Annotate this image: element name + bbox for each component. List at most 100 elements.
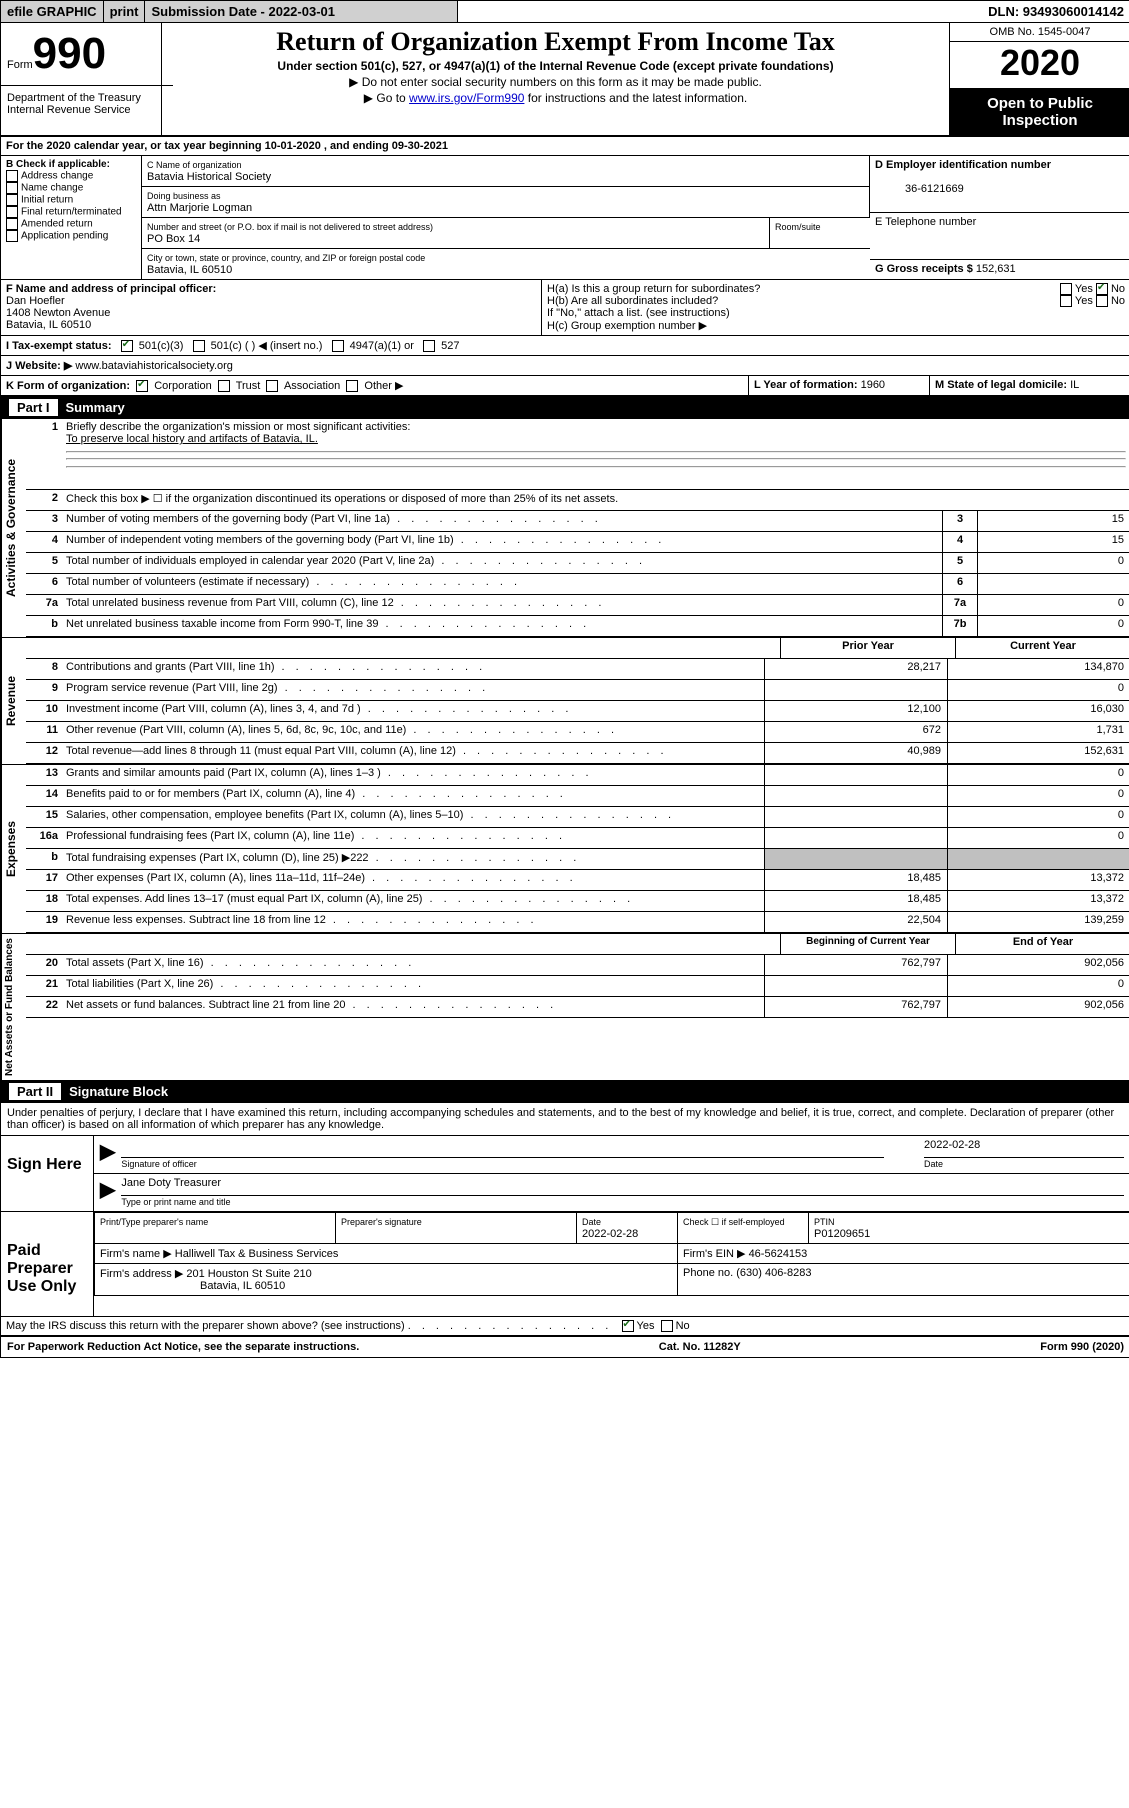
discuss-no[interactable] <box>661 1320 673 1332</box>
irs-link[interactable]: www.irs.gov/Form990 <box>409 91 524 105</box>
net-line-20: 20 Total assets (Part X, line 16) 762,79… <box>26 955 1129 976</box>
i-501c[interactable] <box>193 340 205 352</box>
form-title: Return of Organization Exempt From Incom… <box>166 27 945 57</box>
print-button[interactable]: print <box>104 1 146 22</box>
hb-yes[interactable] <box>1060 295 1072 307</box>
i-527[interactable] <box>423 340 435 352</box>
exp-line-16a: 16a Professional fundraising fees (Part … <box>26 828 1129 849</box>
vlabel-netassets: Net Assets or Fund Balances <box>1 934 26 1080</box>
paid-preparer-block: Paid Preparer Use Only Print/Type prepar… <box>1 1212 1129 1317</box>
dept-treasury: Department of the Treasury Internal Reve… <box>1 86 161 122</box>
title-block: Return of Organization Exempt From Incom… <box>162 23 949 135</box>
exp-line-13: 13 Grants and similar amounts paid (Part… <box>26 765 1129 786</box>
box-f: F Name and address of principal officer:… <box>1 280 542 335</box>
bcdeg-block: B Check if applicable: Address change Na… <box>1 156 1129 280</box>
tax-year: 2020 <box>950 42 1129 89</box>
gov-line-7b: b Net unrelated business taxable income … <box>26 616 1129 637</box>
org-name: Batavia Historical Society <box>147 171 271 183</box>
preparer-table: Print/Type preparer's name Preparer's si… <box>94 1212 1129 1296</box>
ptin: P01209651 <box>814 1228 870 1240</box>
section-expenses: Expenses 13 Grants and similar amounts p… <box>1 764 1129 933</box>
subtitle-3: ▶ Go to www.irs.gov/Form990 for instruct… <box>166 91 945 105</box>
omb-number: OMB No. 1545-0047 <box>950 23 1129 42</box>
checkbox-initial[interactable] <box>6 194 18 206</box>
discuss-row: May the IRS discuss this return with the… <box>1 1317 1129 1336</box>
firm-phone: (630) 406-8283 <box>736 1267 811 1279</box>
officer-name: Jane Doty Treasurer <box>121 1177 1124 1196</box>
i-4947[interactable] <box>332 340 344 352</box>
subtitle-2: ▶ Do not enter social security numbers o… <box>166 75 945 89</box>
efile-button[interactable]: efile GRAPHIC <box>1 1 104 22</box>
ha-yes[interactable] <box>1060 283 1072 295</box>
net-line-22: 22 Net assets or fund balances. Subtract… <box>26 997 1129 1018</box>
header-row: Form990 Department of the Treasury Inter… <box>1 23 1129 137</box>
year-formation: 1960 <box>861 379 885 391</box>
city-state-zip: Batavia, IL 60510 <box>147 264 232 276</box>
dln: DLN: 93493060014142 <box>458 1 1129 22</box>
exp-line-15: 15 Salaries, other compensation, employe… <box>26 807 1129 828</box>
box-c: C Name of organization Batavia Historica… <box>142 156 870 279</box>
fh-block: F Name and address of principal officer:… <box>1 280 1129 336</box>
checkbox-address[interactable] <box>6 170 18 182</box>
box-j: J Website: ▶ www.bataviahistoricalsociet… <box>1 356 1129 376</box>
street-address: PO Box 14 <box>147 233 200 245</box>
gov-line-6: 6 Total number of volunteers (estimate i… <box>26 574 1129 595</box>
section-governance: Activities & Governance 1 Briefly descri… <box>1 419 1129 637</box>
k-assoc[interactable] <box>266 380 278 392</box>
rev-line-8: 8 Contributions and grants (Part VIII, l… <box>26 659 1129 680</box>
ein: 36-6121669 <box>875 183 964 195</box>
part-2-header: Part IISignature Block <box>1 1080 1129 1103</box>
ha-no[interactable] <box>1096 283 1108 295</box>
checkbox-final[interactable] <box>6 206 18 218</box>
k-other[interactable] <box>346 380 358 392</box>
box-h: H(a) Is this a group return for subordin… <box>542 280 1129 335</box>
exp-line-b: b Total fundraising expenses (Part IX, c… <box>26 849 1129 870</box>
i-501c3[interactable] <box>121 340 133 352</box>
website: www.bataviahistoricalsociety.org <box>75 360 233 372</box>
k-corp[interactable] <box>136 380 148 392</box>
hb-no[interactable] <box>1096 295 1108 307</box>
box-klm: K Form of organization: Corporation Trus… <box>1 376 1129 396</box>
footer: For Paperwork Reduction Act Notice, see … <box>1 1336 1129 1357</box>
box-i: I Tax-exempt status: 501(c)(3) 501(c) ( … <box>1 336 1129 356</box>
net-line-21: 21 Total liabilities (Part X, line 26) 0 <box>26 976 1129 997</box>
rev-line-10: 10 Investment income (Part VIII, column … <box>26 701 1129 722</box>
vlabel-revenue: Revenue <box>1 638 26 764</box>
box-b: B Check if applicable: Address change Na… <box>1 156 142 279</box>
rev-line-12: 12 Total revenue—add lines 8 through 11 … <box>26 743 1129 764</box>
open-inspection: Open to Public Inspection <box>950 89 1129 135</box>
box-deg: D Employer identification number 36-6121… <box>870 156 1129 279</box>
submission-date: Submission Date - 2022-03-01 <box>145 1 458 22</box>
sign-here-label: Sign Here <box>1 1136 94 1211</box>
right-box: OMB No. 1545-0047 2020 Open to Public In… <box>949 23 1129 135</box>
exp-line-14: 14 Benefits paid to or for members (Part… <box>26 786 1129 807</box>
sig-date: 2022-02-28 <box>924 1139 1124 1158</box>
section-revenue: Revenue Prior Year Current Year 8 Contri… <box>1 637 1129 764</box>
firm-name: Halliwell Tax & Business Services <box>175 1248 339 1260</box>
form-container: efile GRAPHIC print Submission Date - 20… <box>0 0 1129 1358</box>
gov-line-5: 5 Total number of individuals employed i… <box>26 553 1129 574</box>
vlabel-expenses: Expenses <box>1 765 26 933</box>
form-word: Form <box>7 59 33 71</box>
k-trust[interactable] <box>218 380 230 392</box>
sig-arrow-icon-2: ▶ <box>100 1177 115 1208</box>
part-1-header: Part ISummary <box>1 396 1129 419</box>
rev-line-9: 9 Program service revenue (Part VIII, li… <box>26 680 1129 701</box>
checkbox-pending[interactable] <box>6 230 18 242</box>
checkbox-amended[interactable] <box>6 218 18 230</box>
section-netassets: Net Assets or Fund Balances Beginning of… <box>1 933 1129 1080</box>
exp-line-18: 18 Total expenses. Add lines 13–17 (must… <box>26 891 1129 912</box>
subtitle-1: Under section 501(c), 527, or 4947(a)(1)… <box>166 59 945 73</box>
dba-name: Attn Marjorie Logman <box>147 202 252 214</box>
line-a: For the 2020 calendar year, or tax year … <box>1 137 1129 156</box>
exp-line-19: 19 Revenue less expenses. Subtract line … <box>26 912 1129 933</box>
discuss-yes[interactable] <box>622 1320 634 1332</box>
form-990-number: 990 <box>33 29 106 78</box>
rev-line-11: 11 Other revenue (Part VIII, column (A),… <box>26 722 1129 743</box>
checkbox-name[interactable] <box>6 182 18 194</box>
gov-line-3: 3 Number of voting members of the govern… <box>26 511 1129 532</box>
sign-here-block: Sign Here ▶ Signature of officer 2022-02… <box>1 1136 1129 1212</box>
state-domicile: IL <box>1070 379 1079 391</box>
sig-arrow-icon: ▶ <box>100 1139 115 1170</box>
exp-line-17: 17 Other expenses (Part IX, column (A), … <box>26 870 1129 891</box>
